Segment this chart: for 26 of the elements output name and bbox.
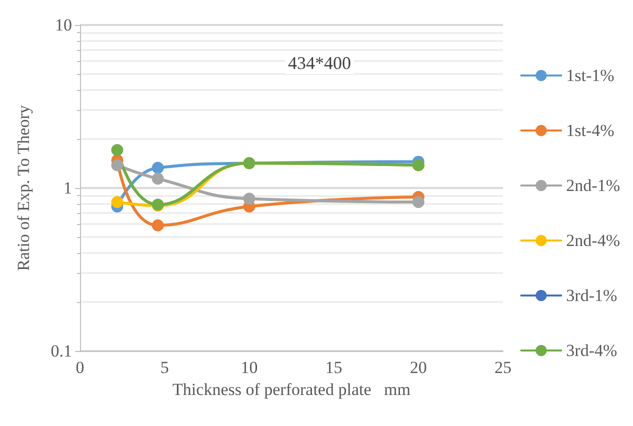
y-tick-label: 1 — [64, 178, 72, 198]
x-tick-label: 5 — [160, 358, 169, 377]
x-axis-title: Thickness of perforated plate mm — [172, 380, 410, 399]
x-tick-label: 0 — [76, 358, 84, 377]
x-tick-label: 20 — [410, 358, 427, 377]
point — [111, 144, 124, 156]
point — [243, 192, 256, 205]
y-tick-label: 10 — [55, 16, 72, 34]
legend-label: 2nd-4% — [566, 231, 620, 250]
point — [152, 162, 164, 174]
point — [412, 196, 424, 208]
legend-label: 3rd-4% — [566, 341, 618, 360]
legend-label: 2nd-1% — [566, 176, 620, 195]
point — [152, 219, 164, 232]
x-tick-label: 15 — [325, 358, 342, 377]
point — [111, 196, 124, 208]
y-tick-label: 0.1 — [50, 342, 72, 360]
point — [152, 172, 164, 185]
legend-label: 1st-4% — [566, 121, 614, 140]
x-tick-label: 25 — [494, 358, 512, 377]
y-axis-title: Ratio of Exp. To Theory — [14, 104, 33, 271]
annotation: 434*400 — [288, 53, 351, 73]
legend-label: 1st-1% — [566, 66, 614, 85]
x-tick-label: 10 — [240, 358, 258, 377]
point — [111, 159, 124, 172]
legend-label: 3rd-1% — [566, 286, 618, 305]
